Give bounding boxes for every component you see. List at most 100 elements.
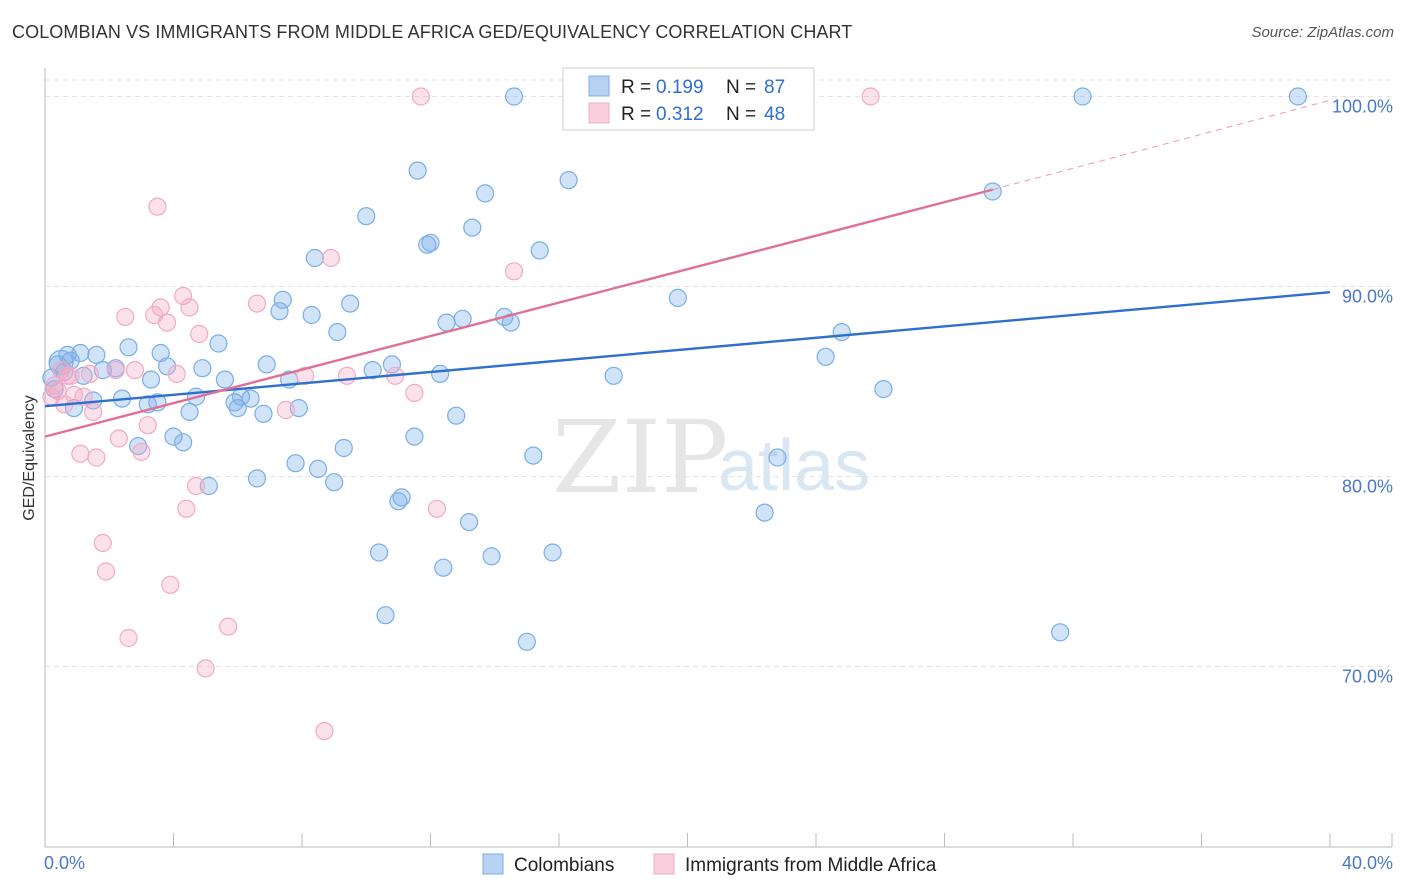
colombian-point	[504, 87, 524, 106]
immigrant-point	[161, 575, 180, 594]
y-tick-label: 80.0%	[1342, 477, 1393, 497]
y-tick-label: 70.0%	[1342, 667, 1393, 687]
colombian-point	[434, 558, 453, 577]
legend-n-value-colombians: 87	[764, 77, 785, 98]
immigrant-point	[276, 400, 296, 420]
colombian-point	[559, 171, 578, 190]
immigrant-point	[190, 324, 209, 344]
colombian-point	[543, 543, 562, 562]
colombian-point	[370, 543, 389, 562]
colombian-point	[193, 359, 212, 378]
colombian-point	[1051, 623, 1070, 642]
legend-r-value-immigrants: 0.312	[656, 104, 704, 125]
watermark-atlas: atlas	[718, 426, 870, 506]
immigrant-point	[80, 364, 100, 383]
colombian-point	[174, 433, 193, 452]
colombian-point	[215, 370, 234, 389]
immigrant-point	[45, 376, 64, 395]
immigrant-point	[405, 383, 424, 402]
colombian-point	[459, 512, 479, 532]
immigrant-point	[96, 562, 116, 581]
colombian-point	[199, 476, 218, 496]
immigrant-point	[196, 659, 215, 678]
colombian-point	[334, 438, 353, 458]
immigrant-point	[74, 387, 93, 406]
colombian-point	[874, 380, 893, 399]
colombian-point	[832, 323, 851, 342]
legend-n-label: N =	[726, 77, 756, 98]
colombian-point	[119, 338, 138, 357]
colombian-point	[209, 334, 228, 353]
colombian-point	[286, 454, 305, 473]
immigrant-point	[109, 429, 128, 448]
immigrant-point	[247, 294, 267, 313]
y-tick-label: 90.0%	[1342, 287, 1393, 307]
colombian-point	[418, 235, 437, 254]
immigrant-trend-line	[44, 188, 993, 438]
colombian-point	[755, 503, 774, 522]
immigrant-point	[106, 361, 125, 380]
trend-lines	[44, 99, 1331, 438]
colombian-point	[437, 313, 456, 332]
immigrant-point	[157, 313, 177, 332]
x-tick-label-min: 0.0%	[44, 853, 85, 873]
colombian-point	[305, 248, 324, 268]
immigrant-point	[186, 476, 206, 496]
immigrant-point	[87, 448, 106, 467]
immigrant-point	[151, 298, 170, 317]
legend-n-value-immigrants: 48	[764, 104, 785, 125]
colombian-point	[392, 488, 411, 507]
immigrant-point	[861, 87, 880, 106]
immigrant-point	[174, 286, 193, 306]
colombian-point	[157, 357, 177, 376]
immigrant-point	[337, 366, 357, 385]
bottom-legend-immigrants: Immigrants from Middle Africa	[685, 855, 937, 876]
series-legend: Colombians Immigrants from Middle Africa	[482, 853, 937, 876]
immigrant-point	[321, 248, 341, 268]
colombian-point	[517, 632, 536, 651]
colombian-point	[257, 355, 276, 374]
colombian-point	[376, 606, 395, 625]
immigrant-point	[119, 628, 138, 648]
immigrant-point	[148, 197, 167, 216]
y-tick-label: 100.0%	[1332, 97, 1393, 117]
immigrant-point	[315, 721, 334, 741]
immigrant-point	[167, 364, 186, 383]
colombian-point	[357, 207, 376, 226]
colombian-point	[270, 302, 289, 321]
y-tick-labels: 70.0% 80.0% 90.0% 100.0%	[1332, 97, 1393, 687]
legend-r-label: R =	[621, 77, 651, 98]
colombian-point	[325, 473, 344, 492]
source-label: Source: ZipAtlas.com	[1251, 24, 1394, 41]
colombian-point	[1073, 87, 1092, 106]
legend-r-label-2: R =	[621, 104, 651, 125]
stats-legend: R = 0.199 N = 87 R = 0.312 N = 48	[562, 67, 815, 131]
colombian-point	[476, 184, 495, 203]
colombian-point	[254, 404, 273, 423]
colombian-trend-line	[44, 291, 1331, 408]
colombian-point	[71, 343, 90, 363]
colombian-point	[228, 399, 247, 418]
gridlines	[45, 79, 1392, 667]
immigrant-point	[61, 366, 80, 385]
legend-swatch-colombians	[588, 75, 610, 97]
colombian-point	[363, 361, 382, 380]
colombian-point	[180, 402, 199, 421]
immigrant-point	[180, 298, 199, 317]
colombian-point	[141, 370, 161, 389]
colombian-point	[408, 161, 427, 180]
colombian-point	[241, 389, 260, 408]
colombian-point	[421, 233, 440, 252]
data-points	[42, 87, 1307, 741]
immigrant-point	[125, 361, 145, 380]
legend-swatch-immigrants	[588, 102, 610, 124]
x-axis-ticks	[44, 833, 1393, 847]
colombian-point	[341, 294, 360, 313]
colombian-point	[273, 290, 292, 309]
colombian-point	[816, 347, 835, 366]
bottom-legend-swatch-immigrants	[653, 853, 675, 875]
immigrant-point	[84, 402, 103, 421]
colombian-point	[768, 448, 787, 467]
colombian-point	[87, 345, 106, 364]
